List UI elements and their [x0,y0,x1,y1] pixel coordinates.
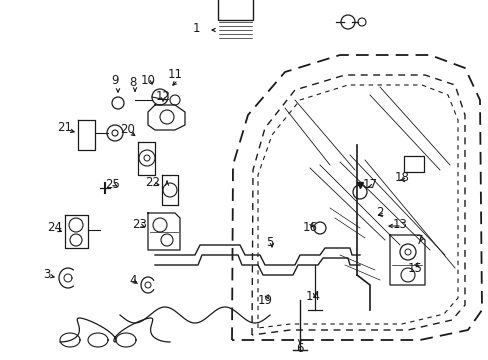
Text: 1: 1 [192,22,199,35]
Text: 19: 19 [257,293,272,306]
Text: 14: 14 [305,289,320,302]
Text: 11: 11 [167,68,182,81]
Text: 21: 21 [58,121,72,135]
Text: 25: 25 [105,179,120,192]
Text: 15: 15 [407,261,422,274]
Text: 7: 7 [415,234,423,247]
Bar [403,156,423,172]
Text: 20: 20 [121,123,135,136]
Text: 18: 18 [394,171,408,184]
Text: 22: 22 [145,176,160,189]
Text: 16: 16 [302,221,317,234]
Text: 4: 4 [129,274,137,287]
Text: 5: 5 [266,235,273,248]
Text: 2: 2 [375,207,383,220]
Text: 6: 6 [296,342,303,355]
Text: 8: 8 [129,76,137,89]
Bar [218,0,252,20]
Text: 17: 17 [362,179,377,192]
Text: 12: 12 [155,90,170,103]
Text: 10: 10 [140,73,155,86]
Text: 23: 23 [132,219,147,231]
Text: 3: 3 [43,267,51,280]
Text: 24: 24 [47,221,62,234]
Text: 9: 9 [111,73,119,86]
Text: 13: 13 [392,219,407,231]
